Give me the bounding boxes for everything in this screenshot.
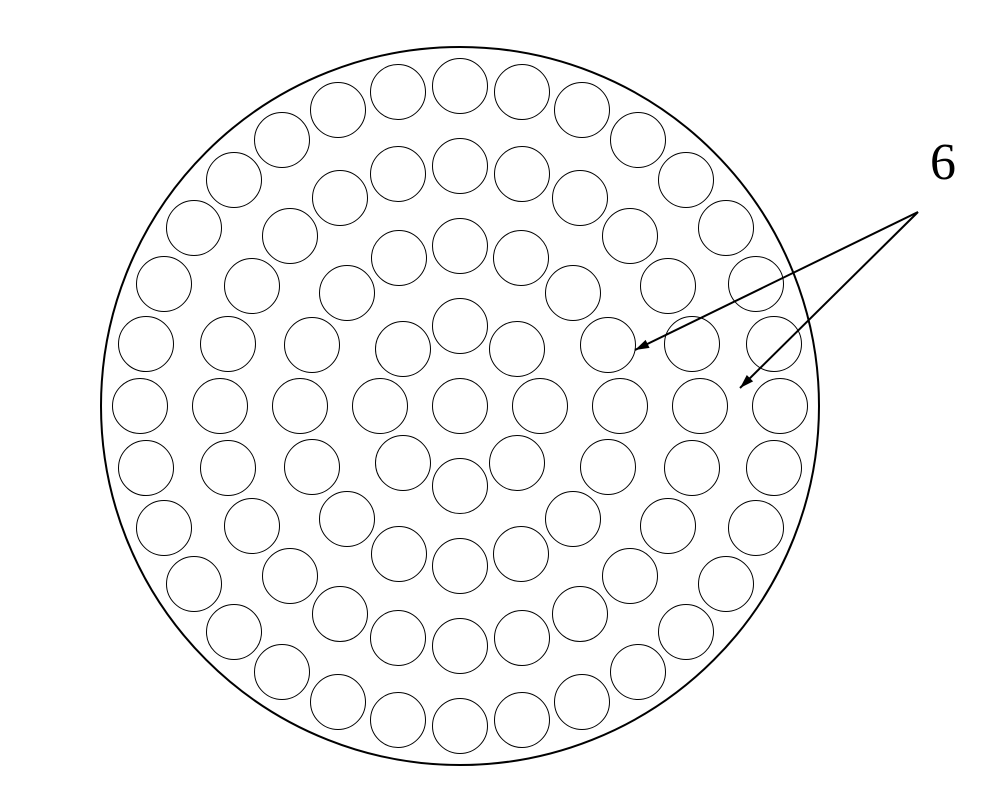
hole-circle: [284, 317, 340, 373]
hole-circle: [136, 256, 192, 312]
hole-circle: [224, 258, 280, 314]
hole-circle: [118, 316, 174, 372]
hole-circle: [432, 218, 488, 274]
hole-circle: [312, 170, 368, 226]
hole-circle: [664, 316, 720, 372]
hole-circle: [371, 230, 427, 286]
hole-circle: [493, 230, 549, 286]
hole-circle: [254, 112, 310, 168]
hole-circle: [672, 378, 728, 434]
hole-circle: [112, 378, 168, 434]
hole-circle: [432, 58, 488, 114]
hole-circle: [752, 378, 808, 434]
hole-circle: [494, 610, 550, 666]
hole-circle: [746, 316, 802, 372]
hole-circle: [192, 378, 248, 434]
hole-circle: [640, 258, 696, 314]
hole-circle: [200, 316, 256, 372]
hole-circle: [370, 146, 426, 202]
hole-circle: [489, 321, 545, 377]
hole-circle: [545, 491, 601, 547]
hole-circle: [319, 265, 375, 321]
hole-circle: [432, 698, 488, 754]
hole-circle: [166, 556, 222, 612]
hole-circle: [272, 378, 328, 434]
hole-circle: [166, 200, 222, 256]
hole-circle: [580, 317, 636, 373]
hole-circle: [489, 435, 545, 491]
hole-circle: [284, 439, 340, 495]
hole-circle: [640, 498, 696, 554]
hole-circle: [658, 152, 714, 208]
hole-circle: [206, 604, 262, 660]
hole-circle: [206, 152, 262, 208]
hole-circle: [698, 556, 754, 612]
hole-circle: [432, 138, 488, 194]
hole-circle: [370, 64, 426, 120]
hole-circle: [254, 644, 310, 700]
hole-circle: [554, 674, 610, 730]
hole-circle: [432, 538, 488, 594]
diagram-stage: 6: [0, 0, 1000, 812]
hole-circle: [494, 692, 550, 748]
hole-circle: [310, 82, 366, 138]
hole-circle: [200, 440, 256, 496]
hole-circle: [602, 208, 658, 264]
hole-circle: [494, 146, 550, 202]
hole-circle: [262, 548, 318, 604]
hole-circle: [432, 618, 488, 674]
hole-circle: [552, 586, 608, 642]
hole-circle: [352, 378, 408, 434]
hole-circle: [493, 526, 549, 582]
callout-label-6: 6: [930, 133, 956, 192]
hole-circle: [432, 378, 488, 434]
hole-circle: [592, 378, 648, 434]
hole-circle: [610, 644, 666, 700]
hole-circle: [312, 586, 368, 642]
hole-circle: [512, 378, 568, 434]
hole-circle: [602, 548, 658, 604]
hole-circle: [432, 458, 488, 514]
hole-circle: [432, 298, 488, 354]
hole-circle: [698, 200, 754, 256]
hole-circle: [746, 440, 802, 496]
hole-circle: [728, 500, 784, 556]
hole-circle: [319, 491, 375, 547]
hole-circle: [664, 440, 720, 496]
hole-circle: [371, 526, 427, 582]
hole-circle: [370, 692, 426, 748]
hole-circle: [224, 498, 280, 554]
hole-circle: [552, 170, 608, 226]
hole-circle: [728, 256, 784, 312]
hole-circle: [610, 112, 666, 168]
hole-circle: [375, 435, 431, 491]
hole-circle: [370, 610, 426, 666]
hole-circle: [545, 265, 601, 321]
hole-circle: [580, 439, 636, 495]
hole-circle: [310, 674, 366, 730]
